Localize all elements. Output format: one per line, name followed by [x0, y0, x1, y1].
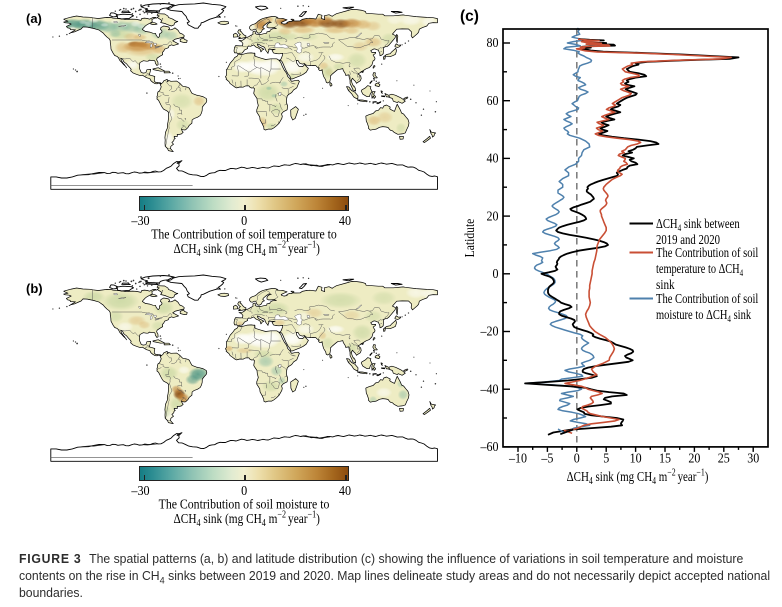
svg-text:The Contribution of soil: The Contribution of soil — [656, 291, 759, 307]
svg-text:–20: –20 — [480, 323, 499, 339]
svg-text:–40: –40 — [480, 381, 499, 397]
svg-text:40: 40 — [339, 482, 352, 498]
svg-text:–10: –10 — [508, 450, 527, 466]
svg-text:The Contribution of soil tempe: The Contribution of soil temperature to — [151, 226, 337, 242]
svg-text:20: 20 — [486, 207, 498, 223]
svg-text:40: 40 — [339, 212, 352, 228]
svg-text:5: 5 — [603, 450, 609, 466]
svg-text:ΔCH4 sink (mg CH4 m−2 year−1): ΔCH4 sink (mg CH4 m−2 year−1) — [174, 509, 320, 528]
svg-text:The Contribution of soil moist: The Contribution of soil moisture to — [159, 496, 330, 512]
svg-text:0: 0 — [241, 212, 247, 228]
svg-text:80: 80 — [486, 34, 498, 50]
svg-text:ΔCH4 sink (mg CH4 m−2 year−1): ΔCH4 sink (mg CH4 m−2 year−1) — [567, 467, 709, 486]
svg-text:0: 0 — [492, 265, 498, 281]
svg-text:0: 0 — [574, 450, 580, 466]
svg-text:60: 60 — [486, 92, 498, 108]
svg-text:30: 30 — [747, 450, 759, 466]
svg-text:2019 and 2020: 2019 and 2020 — [656, 232, 720, 248]
svg-text:0: 0 — [241, 482, 247, 498]
svg-text:–30: –30 — [130, 482, 150, 498]
svg-text:–30: –30 — [130, 212, 150, 228]
svg-text:10: 10 — [630, 450, 642, 466]
svg-text:15: 15 — [659, 450, 671, 466]
svg-text:–60: –60 — [480, 438, 499, 454]
svg-text:Latidute: Latidute — [462, 218, 477, 257]
svg-text:20: 20 — [688, 450, 700, 466]
svg-text:The Contribution of soil: The Contribution of soil — [656, 245, 759, 261]
svg-text:temperature to ΔCH4: temperature to ΔCH4 — [656, 260, 744, 278]
svg-text:ΔCH4 sink between: ΔCH4 sink between — [656, 216, 740, 233]
svg-text:25: 25 — [718, 450, 730, 466]
svg-text:–5: –5 — [540, 450, 553, 466]
svg-text:40: 40 — [486, 150, 498, 166]
svg-text:moisture to ΔCH4 sink: moisture to ΔCH4 sink — [656, 307, 752, 325]
svg-text:sink: sink — [656, 277, 675, 292]
